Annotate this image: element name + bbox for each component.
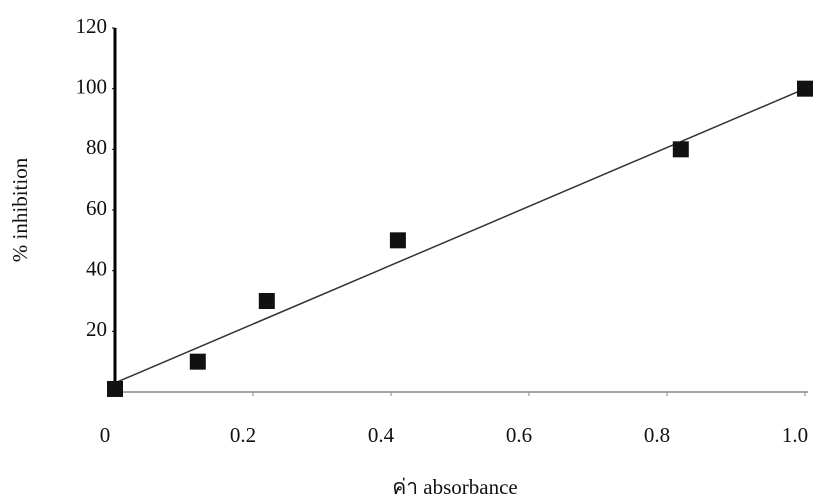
- y-tick-label: 80: [86, 135, 107, 159]
- y-tick-label: 100: [76, 74, 108, 98]
- x-tick-label: 0.4: [368, 423, 395, 447]
- x-axis-label: ค่า absorbance: [392, 475, 518, 499]
- y-tick-label: 120: [76, 14, 108, 38]
- point: [672, 141, 689, 158]
- point: [258, 293, 275, 309]
- point: [797, 80, 813, 97]
- point: [389, 232, 406, 249]
- y-axis-label: % inhibition: [8, 157, 32, 262]
- y-tick-label: 60: [86, 196, 107, 220]
- point: [189, 353, 206, 370]
- x-tick-label: 0.8: [644, 423, 670, 447]
- y-tick-label: 40: [86, 256, 107, 280]
- point: [107, 380, 123, 397]
- x-tick-label: 0: [100, 423, 111, 447]
- y-tick-label: 20: [86, 317, 107, 341]
- x-tick-label: 1.0: [782, 423, 808, 447]
- x-tick-label: 0.2: [230, 423, 256, 447]
- trendline: [114, 87, 806, 384]
- x-tick-label: 0.6: [506, 423, 532, 447]
